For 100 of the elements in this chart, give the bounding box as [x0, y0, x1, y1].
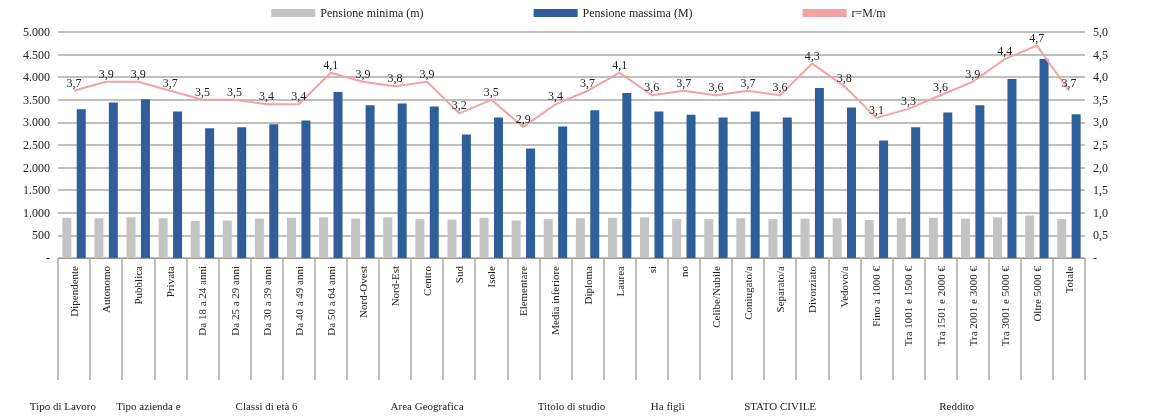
y2-tick-label: 4,0: [1093, 70, 1108, 85]
x-tick-label: Fino a 1000 €: [870, 265, 883, 327]
y-tick-label: 4.500: [23, 47, 50, 62]
bar: [607, 217, 617, 258]
data-label: 2,9: [515, 111, 531, 126]
x-tick-label: Celibe/Nubile: [709, 265, 722, 328]
data-label: 3,9: [130, 66, 146, 81]
bar: [493, 117, 503, 258]
bar: [76, 109, 86, 258]
bar: [864, 220, 874, 258]
data-label: 3,7: [740, 75, 756, 90]
x-tick-label: Isole: [485, 265, 498, 288]
bar: [750, 111, 760, 258]
x-tick-label: Privata: [164, 265, 177, 298]
data-label: 3,9: [965, 66, 981, 81]
y-tick-label: -: [46, 251, 50, 265]
data-label: 3,6: [708, 80, 724, 95]
bar: [640, 217, 650, 258]
x-tick-label: Sud: [453, 265, 466, 284]
data-label: 3,8: [387, 71, 403, 86]
text: Tipo di Lavoro: [29, 399, 97, 412]
bar: [415, 219, 425, 258]
bar: [686, 114, 696, 258]
y2-tick-label: 0,5: [1093, 228, 1108, 243]
data-label: 3,9: [419, 66, 435, 81]
bar: [397, 103, 407, 258]
x-tick-label: Coniugato/a: [742, 265, 755, 320]
y-tick-label: 3.500: [23, 92, 50, 107]
bar: [173, 111, 183, 258]
bar: [672, 219, 682, 258]
bar: [1039, 59, 1049, 258]
bar: [558, 126, 568, 258]
x-tick-label: Laurea: [613, 265, 626, 297]
y2-tick-label: 3,0: [1093, 115, 1108, 130]
text: Ha figli: [650, 399, 685, 412]
data-label: 4,7: [1029, 30, 1045, 45]
legend-label: r=M/m: [851, 6, 887, 20]
bar: [879, 140, 889, 258]
bar: [94, 218, 104, 258]
y-tick-label: 500: [32, 228, 50, 243]
y2-tick-label: 1,0: [1093, 205, 1108, 220]
bar: [782, 117, 792, 258]
x-tick-label: Autonomo: [100, 265, 113, 314]
data-label: 3,9: [355, 66, 371, 81]
x-tick-label: no: [677, 265, 690, 277]
bar: [237, 127, 247, 258]
bar: [158, 218, 168, 258]
bar: [190, 220, 200, 258]
bar: [1057, 219, 1067, 258]
bar: [543, 219, 553, 258]
bar: [960, 218, 970, 258]
y2-tick-label: 1,5: [1093, 183, 1108, 198]
x-tick-label: Diploma: [581, 265, 594, 305]
data-label: 3,7: [66, 75, 82, 90]
bar: [896, 218, 906, 258]
data-label: 3,9: [98, 66, 114, 81]
y-tick-label: 1.000: [23, 205, 50, 220]
x-tick-label: Separato/a: [774, 265, 787, 313]
bar: [351, 218, 361, 258]
y-tick-label: 2.500: [23, 138, 50, 152]
y2-tick-label: 5,0: [1093, 25, 1108, 39]
bar: [140, 99, 150, 258]
data-label: 3,1: [868, 102, 884, 117]
legend-label: Pensione minima (m): [320, 6, 424, 20]
legend-label: Pensione massima (M): [582, 6, 693, 20]
data-label: 4,1: [612, 57, 628, 72]
data-label: 4,1: [323, 57, 339, 72]
text: Titolo di studio: [537, 399, 606, 412]
y2-tick-label: 4,5: [1093, 47, 1108, 62]
data-label: 3,4: [547, 89, 563, 104]
bar: [383, 217, 393, 258]
bar: [526, 148, 536, 258]
x-tick-label: Da 40 a 49 anni: [292, 266, 305, 336]
bar: [590, 110, 600, 258]
data-label: 3,4: [259, 89, 275, 104]
x-tick-label: Totale: [1062, 265, 1075, 294]
text: Classi di età 6: [235, 399, 299, 412]
bar: [575, 218, 585, 258]
x-tick-label: Tra 3001 e 5000 €: [998, 265, 1011, 347]
data-label: 3,5: [227, 84, 243, 99]
bar: [800, 218, 810, 258]
data-label: 3,8: [836, 71, 852, 86]
x-tick-label: Pubblica: [132, 265, 145, 305]
data-label: 4,4: [997, 44, 1013, 59]
x-tick-label: Vedovo/a: [838, 265, 851, 308]
bar: [205, 128, 215, 258]
data-label: 3,7: [580, 75, 596, 90]
bar: [847, 107, 856, 258]
y2-tick-label: 2,0: [1093, 160, 1108, 175]
bar: [943, 112, 953, 258]
bar: [704, 219, 714, 258]
text: Reddito: [939, 399, 975, 412]
bar: [975, 105, 985, 258]
bar: [301, 120, 311, 258]
data-label: 3,7: [676, 75, 692, 90]
y2-tick-label: 3,5: [1093, 92, 1108, 107]
data-label: 3,5: [483, 84, 499, 99]
data-label: 3,2: [451, 98, 467, 113]
bar: [365, 105, 375, 258]
bar: [319, 217, 329, 258]
